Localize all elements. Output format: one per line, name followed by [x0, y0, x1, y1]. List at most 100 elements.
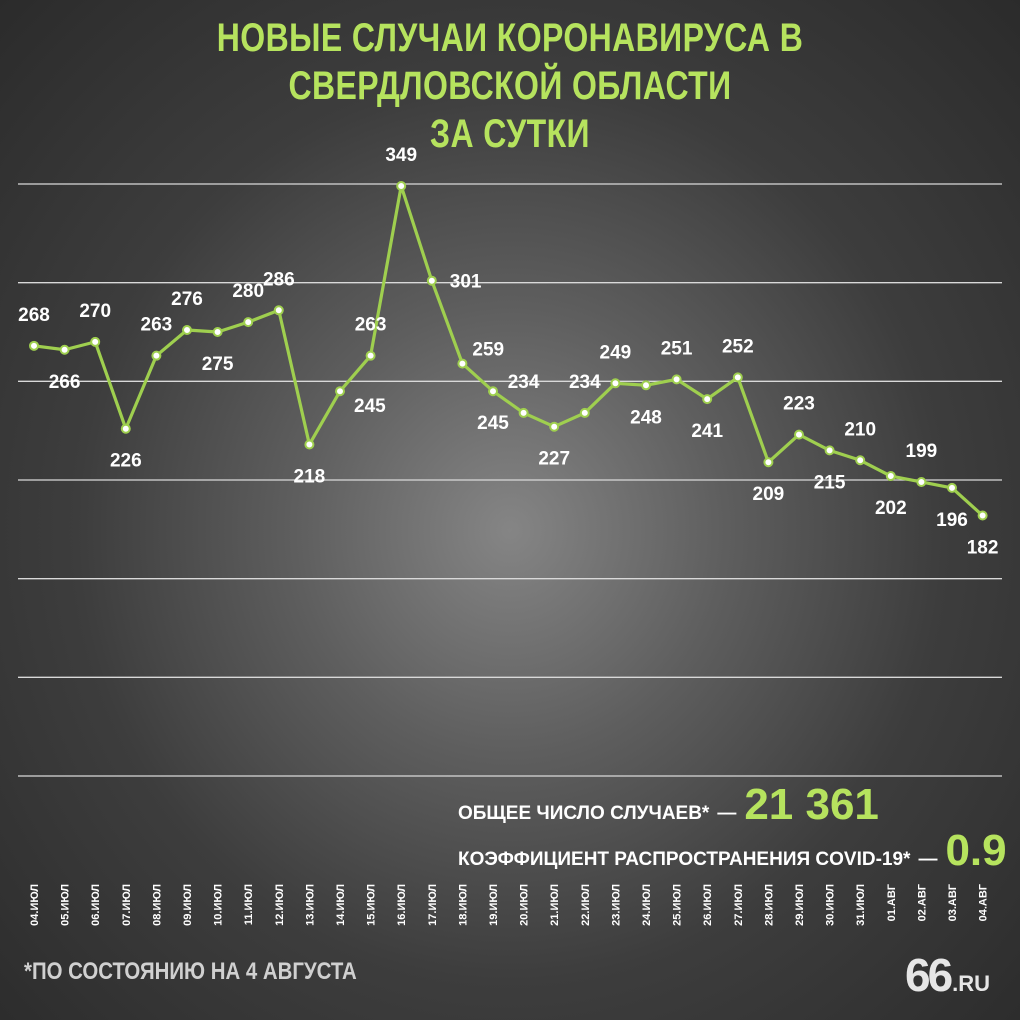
data-point — [304, 439, 315, 450]
logo-number: 66 — [905, 949, 953, 1001]
data-point — [335, 386, 345, 397]
x-tick-label: 30.ИЮЛ — [825, 884, 837, 926]
data-point — [579, 407, 590, 418]
data-label: 226 — [110, 451, 142, 472]
data-label: 249 — [600, 342, 632, 363]
x-tick-label: 04.ИЮЛ — [29, 884, 41, 926]
data-point — [457, 358, 468, 369]
data-label: 301 — [450, 272, 482, 293]
x-tick-label: 09.ИЮЛ — [182, 884, 194, 926]
data-point — [947, 482, 957, 493]
x-tick-label: 05.ИЮЛ — [60, 884, 72, 926]
chart-title: НОВЫЕ СЛУЧАИ КОРОНАВИРУСА В СВЕРДЛОВСКОЙ… — [102, 14, 918, 158]
data-label: 268 — [18, 305, 50, 326]
data-label: 259 — [472, 340, 504, 361]
data-point — [59, 344, 70, 355]
data-point — [396, 180, 407, 191]
data-point — [610, 378, 621, 389]
data-label: 196 — [936, 510, 968, 531]
data-label: 286 — [263, 269, 295, 290]
x-tick-label: 13.ИЮЛ — [304, 884, 316, 926]
data-point — [90, 336, 101, 347]
data-point — [824, 445, 835, 456]
data-label: 248 — [630, 407, 662, 428]
footnote: *ПО СОСТОЯНИЮ НА 4 АВГУСТА — [24, 958, 357, 985]
x-tick-label: 10.ИЮЛ — [213, 884, 225, 926]
x-tick-label: 12.ИЮЛ — [274, 884, 286, 926]
data-label: 270 — [79, 301, 111, 322]
data-label: 251 — [661, 338, 693, 359]
data-label: 241 — [691, 421, 723, 442]
data-point — [151, 350, 162, 361]
data-label: 280 — [232, 281, 264, 302]
x-tick-label: 03.АВГ — [947, 883, 959, 921]
logo-suffix: .RU — [952, 971, 991, 996]
x-tick-label: 11.ИЮЛ — [243, 884, 255, 925]
data-label: 227 — [538, 449, 570, 470]
data-point — [365, 350, 376, 361]
data-point — [916, 476, 927, 487]
data-label: 218 — [294, 466, 326, 487]
data-point — [794, 429, 804, 440]
data-label: 252 — [722, 336, 754, 357]
data-label: 234 — [569, 372, 601, 393]
x-tick-label: 15.ИЮЛ — [366, 884, 378, 926]
x-tick-label: 22.ИЮЛ — [580, 884, 592, 926]
data-point — [212, 327, 223, 337]
title-line-2: ЗА СУТКИ — [430, 112, 590, 156]
data-label: 276 — [171, 289, 203, 310]
data-point — [855, 455, 866, 466]
series-line — [33, 184, 984, 517]
data-label: 275 — [202, 354, 234, 375]
x-tick-label: 04.АВГ — [978, 883, 990, 921]
data-point — [977, 510, 988, 521]
x-tick-label: 01.АВГ — [886, 883, 898, 921]
data-label: 215 — [814, 472, 846, 493]
data-point — [426, 275, 437, 286]
data-label: 202 — [875, 498, 907, 519]
data-point — [549, 421, 560, 432]
x-tick-label: 07.ИЮЛ — [121, 884, 133, 926]
data-point — [641, 380, 651, 391]
data-label: 266 — [49, 372, 81, 393]
title-line-1: НОВЫЕ СЛУЧАИ КОРОНАВИРУСА В СВЕРДЛОВСКОЙ… — [216, 16, 804, 108]
x-tick-label: 17.ИЮЛ — [427, 884, 439, 926]
x-tick-label: 28.ИЮЛ — [763, 884, 775, 926]
data-label: 209 — [753, 484, 785, 505]
data-point — [518, 407, 529, 418]
data-label: 234 — [508, 372, 540, 393]
x-tick-label: 14.ИЮЛ — [335, 884, 347, 926]
x-tick-label: 25.ИЮЛ — [672, 884, 684, 926]
data-label: 263 — [355, 315, 387, 336]
data-point — [763, 457, 774, 468]
x-tick-label: 23.ИЮЛ — [610, 884, 622, 926]
data-point — [702, 394, 713, 405]
x-tick-label: 18.ИЮЛ — [457, 884, 469, 926]
data-label: 349 — [385, 145, 417, 166]
x-tick-label: 26.ИЮЛ — [702, 884, 714, 926]
x-tick-label: 24.ИЮЛ — [641, 884, 653, 926]
data-point — [120, 423, 131, 434]
data-label: 199 — [906, 441, 938, 462]
data-point — [885, 471, 896, 482]
data-point — [243, 317, 254, 328]
x-tick-label: 29.ИЮЛ — [794, 884, 806, 926]
x-tick-label: 20.ИЮЛ — [519, 884, 531, 926]
data-point — [29, 340, 39, 351]
x-tick-label: 21.ИЮЛ — [549, 884, 561, 926]
data-label: 245 — [354, 396, 386, 417]
data-point — [732, 372, 743, 383]
x-tick-label: 02.АВГ — [916, 883, 928, 921]
site-logo: 66 .RU — [905, 948, 990, 1002]
x-tick-label: 06.ИЮЛ — [90, 884, 102, 926]
data-label: 210 — [844, 419, 876, 440]
data-label: 263 — [141, 315, 173, 336]
data-label: 182 — [967, 538, 999, 559]
data-point — [273, 305, 284, 316]
x-tick-label: 19.ИЮЛ — [488, 884, 500, 926]
data-point — [488, 386, 498, 397]
data-point — [182, 325, 192, 336]
data-point — [671, 374, 682, 385]
x-tick-label: 27.ИЮЛ — [733, 884, 745, 926]
